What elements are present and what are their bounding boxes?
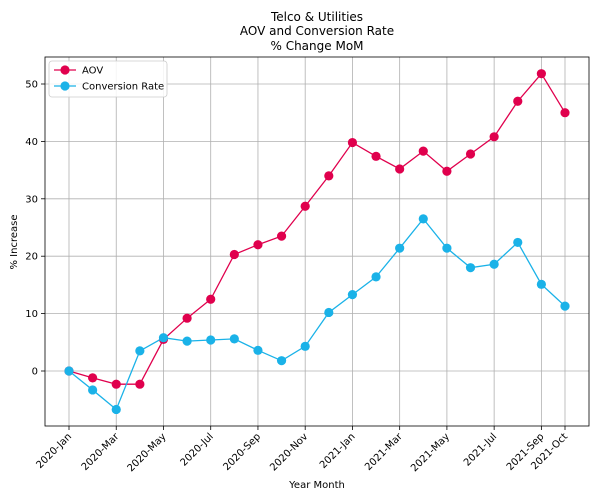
data-point	[111, 379, 121, 389]
y-axis-label: % Increase	[9, 215, 20, 270]
plot-area-frame	[44, 56, 590, 427]
x-tick-label: 2020-May	[126, 431, 169, 474]
legend-label: AOV	[82, 66, 103, 77]
data-point	[182, 313, 192, 323]
y-tick-label: 20	[25, 252, 38, 263]
series-line	[68, 217, 566, 411]
series-line	[68, 72, 566, 385]
title-line-2: AOV and Conversion Rate	[240, 24, 394, 38]
data-point	[560, 108, 570, 118]
data-point	[111, 404, 121, 415]
legend-swatch-marker	[60, 65, 70, 75]
data-point	[418, 214, 428, 224]
x-tick-label: 2020-Nov	[268, 431, 310, 473]
data-point	[395, 164, 405, 174]
x-tick-label: 2021-Mar	[363, 431, 405, 473]
data-point	[88, 373, 98, 383]
data-point	[182, 336, 192, 346]
data-point	[489, 132, 499, 142]
legend-swatch-marker	[60, 81, 70, 91]
data-point	[229, 249, 239, 260]
data-point	[489, 259, 499, 269]
title-line-3: % Change MoM	[270, 39, 363, 53]
data-point	[324, 171, 334, 181]
y-tick-label: 50	[25, 80, 38, 91]
data-point	[135, 346, 145, 356]
data-point	[300, 341, 310, 351]
data-point	[229, 334, 239, 344]
x-tick-label: 2020-Jul	[179, 431, 216, 468]
data-point	[158, 333, 169, 343]
y-tick-label: 30	[25, 194, 38, 205]
x-tick-label: 2021-May	[409, 431, 452, 474]
data-point	[442, 166, 452, 176]
data-point	[442, 243, 452, 253]
data-point	[88, 385, 98, 395]
x-axis-ticks: 2020-Jan 2020-Mar 2020-May 2020-Jul 2020-Sep…	[35, 426, 570, 474]
data-point	[536, 69, 546, 79]
legend-box	[48, 60, 168, 98]
chart-title: Telco & Utilities AOV and Conversion Rat…	[240, 10, 394, 53]
data-point	[347, 290, 358, 300]
data-point	[253, 240, 263, 250]
x-axis-label: Year Month	[288, 480, 345, 491]
data-point	[513, 96, 523, 106]
data-point	[347, 137, 358, 148]
y-tick-label: 0	[32, 367, 38, 378]
y-axis-ticks: 0 10 20 30 40 50	[25, 80, 45, 378]
x-tick-label: 2021-Jul	[462, 431, 499, 468]
data-point	[536, 279, 546, 289]
legend: AOV Conversion Rate	[48, 60, 168, 98]
data-point	[64, 366, 74, 376]
data-point	[206, 294, 216, 304]
legend-label: Conversion Rate	[82, 82, 164, 93]
series-layer	[64, 69, 570, 415]
y-tick-label: 40	[25, 137, 38, 148]
data-point	[135, 379, 145, 389]
x-tick-label: 2020-Sep	[221, 431, 263, 473]
data-point	[371, 151, 381, 161]
series-conversion-rate	[64, 214, 570, 415]
data-point	[371, 272, 381, 282]
data-point	[300, 201, 310, 211]
data-point	[206, 335, 216, 345]
x-tick-label: 2020-Jan	[35, 431, 75, 471]
data-point	[513, 237, 523, 248]
title-line-1: Telco & Utilities	[270, 10, 363, 24]
grid	[45, 57, 589, 426]
x-tick-label: 2021-Jan	[318, 431, 358, 471]
data-point	[560, 301, 570, 311]
data-point	[418, 146, 428, 156]
data-point	[465, 263, 476, 273]
data-point	[276, 356, 287, 366]
data-point	[253, 345, 263, 355]
y-tick-label: 10	[25, 309, 38, 320]
data-point	[395, 243, 405, 253]
data-point	[276, 231, 287, 241]
data-point	[465, 149, 476, 159]
data-point	[324, 307, 334, 318]
x-tick-label: 2020-Mar	[80, 431, 122, 473]
